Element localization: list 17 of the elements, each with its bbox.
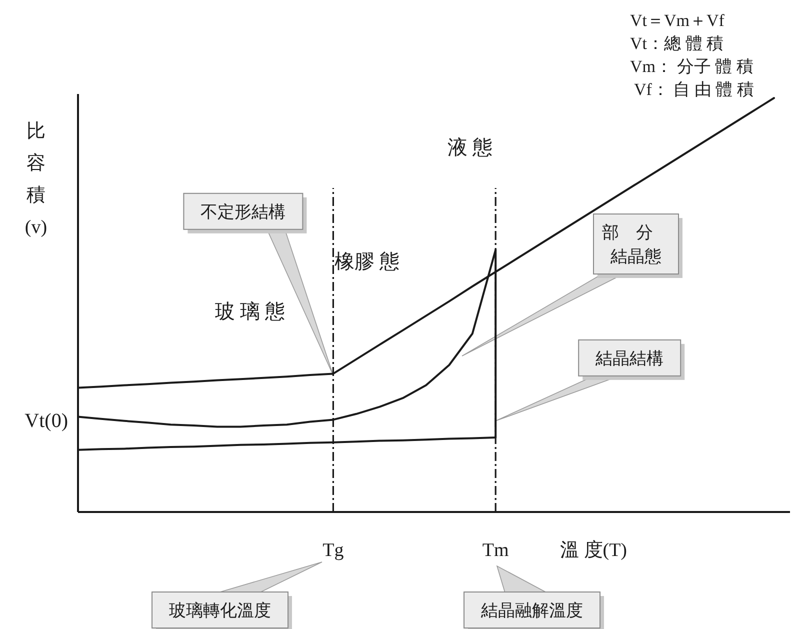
text: 玻璃轉化溫度	[169, 601, 271, 620]
annotation: 結晶結構	[594, 348, 664, 368]
x-tick-label: Tg	[322, 540, 344, 561]
text: Vt(0)	[24, 410, 68, 432]
text: Vt：總 體 積	[630, 34, 724, 53]
x-axis-title: 溫 度(T)	[560, 539, 628, 561]
annotation: 橡膠 態	[334, 251, 400, 273]
text: Vm： 分子 體 積	[630, 57, 754, 76]
annotation: 液 態	[448, 137, 492, 159]
ylabel: 比容積(v)	[24, 121, 48, 238]
text: 結晶融解溫度	[480, 601, 583, 620]
annotation: 部分結晶態	[602, 223, 670, 266]
annotation: Vf： 自 由 體 積	[634, 80, 754, 99]
text: Vt＝Vm＋Vf	[630, 11, 725, 30]
x-tick-label: Tm	[482, 540, 510, 561]
annotation: 玻 璃 態	[215, 301, 285, 323]
annotation: 不定形結構	[200, 202, 286, 222]
